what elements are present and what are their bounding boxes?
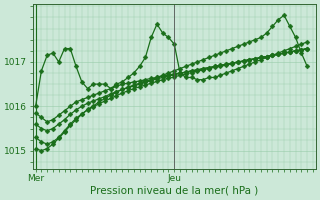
X-axis label: Pression niveau de la mer( hPa ): Pression niveau de la mer( hPa ) bbox=[90, 186, 259, 196]
